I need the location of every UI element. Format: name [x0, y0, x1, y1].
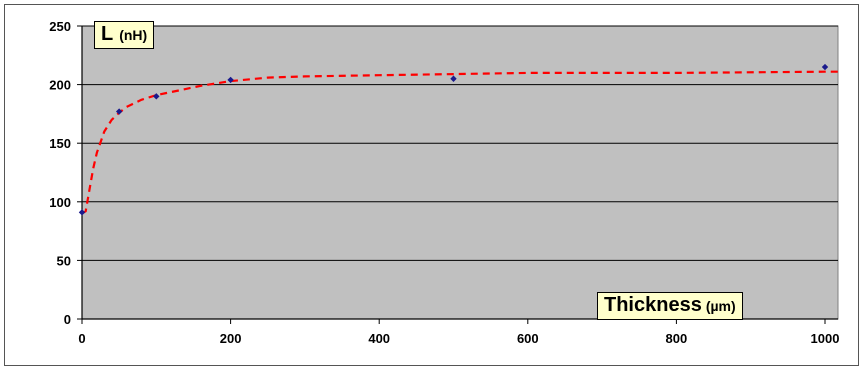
x-tick-label-4: 800: [666, 331, 688, 346]
x-tick-label-2: 400: [368, 331, 390, 346]
y-tick-label-2: 100: [49, 195, 71, 210]
data-point-3: [227, 76, 234, 84]
y-tick-label-3: 150: [49, 136, 71, 151]
x-axis-label-text: Thickness: [604, 294, 702, 316]
data-point-5: [821, 63, 829, 71]
chart-frame: 0 50 100 150 200 250 0 200 400 600 800 1000 L (nH) T…: [4, 4, 859, 366]
plot-layer: [81, 25, 839, 320]
data-point-0: [78, 209, 86, 216]
x-tick-label-5: 1000: [811, 331, 840, 346]
y-axis-label: L (nH): [94, 21, 155, 49]
chart-plot: 0 50 100 150 200 250 0 200 400 600 800 1000: [49, 19, 840, 346]
data-point-1: [115, 108, 123, 115]
data-point-4: [450, 75, 457, 82]
y-axis-unit: (nH): [119, 27, 148, 43]
y-tick-label-4: 200: [49, 78, 71, 93]
y-tick-label-5: 250: [49, 19, 71, 34]
x-axis-label: Thickness (µm): [597, 292, 743, 320]
grid-layer: [82, 25, 838, 261]
tick-layer: 0 50 100 150 200 250 0 200 400 600 800 1000: [49, 19, 839, 346]
y-axis-label-text: L: [101, 23, 114, 45]
x-tick-label-1: 200: [220, 331, 242, 346]
x-axis-unit: (µm): [705, 298, 736, 314]
y-tick-label-0: 0: [64, 312, 71, 327]
x-tick-label-0: 0: [78, 331, 85, 346]
data-point-2: [153, 93, 160, 100]
x-tick-label-3: 600: [517, 331, 539, 346]
plot-background: [81, 25, 839, 320]
point-layer: [78, 63, 829, 216]
y-tick-label-1: 50: [57, 253, 71, 268]
